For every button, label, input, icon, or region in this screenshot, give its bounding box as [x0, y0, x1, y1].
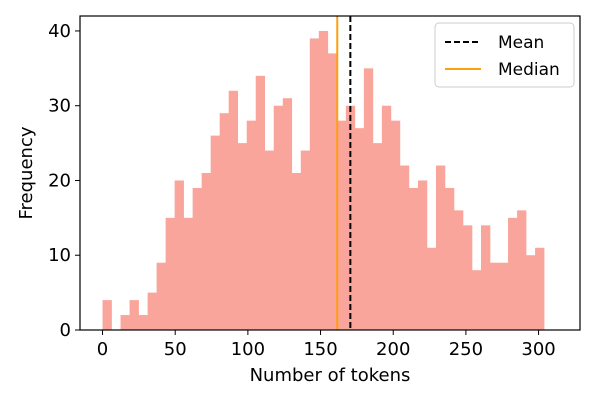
histogram-bar: [472, 270, 482, 330]
y-axis-ticks: 0 10 20 30 40: [48, 21, 80, 341]
histogram-bar: [282, 98, 293, 330]
histogram-bar: [462, 225, 473, 330]
x-tick-label: 150: [303, 339, 337, 360]
histogram-bar: [129, 300, 139, 330]
histogram-bar: [453, 210, 464, 330]
histogram-bar: [120, 315, 130, 330]
histogram-bar: [219, 113, 229, 330]
x-tick-label: 100: [231, 339, 265, 360]
histogram-bar: [264, 150, 275, 330]
legend: Mean Median: [434, 22, 575, 88]
x-tick-label: 200: [376, 339, 410, 360]
histogram-bar: [210, 135, 220, 330]
histogram-bar: [201, 173, 211, 330]
histogram-bar: [408, 187, 419, 330]
histogram-bar: [183, 217, 193, 330]
histogram-bar: [309, 38, 320, 331]
y-tick-label: 30: [48, 96, 71, 117]
histogram-bar: [174, 180, 184, 330]
histogram-bar: [147, 292, 157, 330]
histogram-bar: [102, 300, 112, 330]
histogram-bar: [381, 105, 392, 330]
x-tick-label: 0: [97, 339, 108, 360]
histogram-bar: [444, 187, 455, 330]
y-axis-label: Frequency: [16, 126, 37, 219]
histogram-bar: [499, 262, 509, 330]
histogram-bar: [517, 210, 527, 330]
histogram-bar: [426, 247, 437, 330]
histogram-bar: [535, 247, 545, 330]
y-tick-label: 0: [60, 320, 71, 341]
histogram-bar: [192, 187, 202, 330]
y-tick-label: 20: [48, 170, 71, 191]
histogram-bar: [354, 128, 365, 330]
legend-mean-label: Mean: [498, 33, 544, 53]
histogram-bar: [363, 68, 374, 330]
histogram-bar: [327, 53, 338, 330]
histogram-bar: [435, 165, 446, 330]
x-tick-label: 300: [521, 339, 555, 360]
histogram-bar: [237, 143, 248, 330]
histogram-bar: [390, 120, 401, 331]
x-tick-label: 250: [449, 339, 483, 360]
histogram-bar: [300, 150, 311, 330]
histogram-bar: [156, 262, 166, 330]
histogram-bar: [246, 120, 257, 331]
legend-box: [434, 22, 575, 88]
histogram-bar: [228, 90, 239, 330]
histogram-bar: [481, 225, 491, 330]
y-tick-label: 40: [48, 21, 71, 42]
legend-median-label: Median: [498, 60, 560, 80]
histogram-bar: [138, 315, 148, 330]
x-axis-ticks: 0 50 100 150 200 250 300: [97, 330, 556, 360]
y-tick-label: 10: [48, 245, 71, 266]
histogram-bars: [102, 30, 545, 331]
histogram-bar: [372, 143, 383, 330]
histogram-bar: [255, 75, 266, 330]
histogram-bar: [399, 165, 410, 330]
histogram-bar: [526, 255, 536, 330]
plot-frame: [79, 15, 581, 331]
histogram-bar: [318, 30, 329, 330]
x-axis-label: Number of tokens: [250, 365, 411, 386]
histogram-bar: [165, 217, 175, 330]
histogram-bar: [273, 105, 284, 330]
histogram-bar: [490, 262, 500, 330]
histogram-bar: [336, 120, 347, 331]
histogram-bar: [291, 173, 302, 330]
x-tick-label: 50: [164, 339, 187, 360]
histogram-bar: [508, 217, 518, 330]
histogram-bar: [417, 180, 428, 330]
